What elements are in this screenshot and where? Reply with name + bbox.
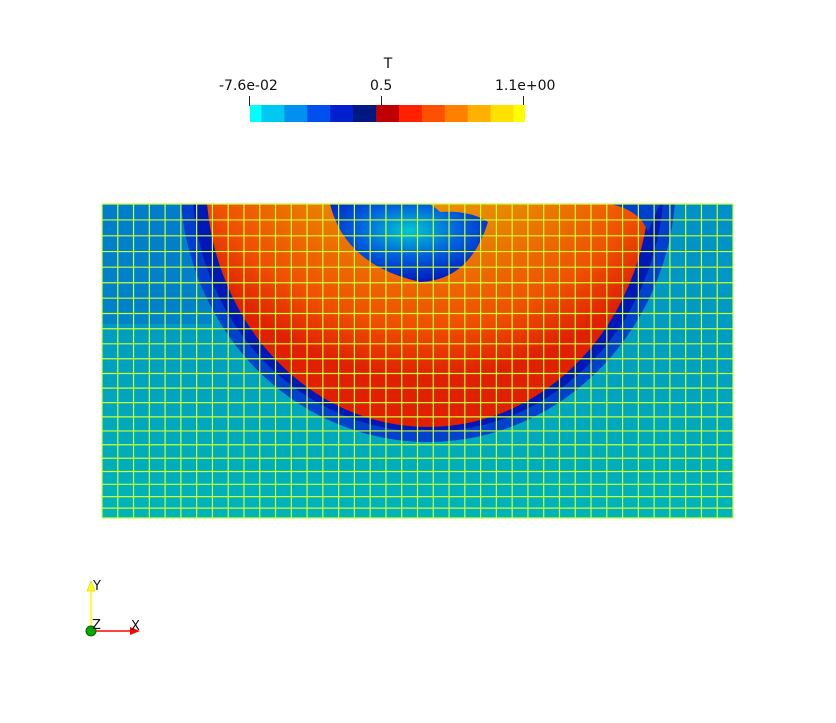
- z-axis-dot: [85, 625, 97, 637]
- colorbar-swatch: [490, 105, 503, 122]
- colorbar-swatch: [433, 105, 446, 122]
- colorbar-gradient[interactable]: [250, 105, 525, 122]
- colorbar-swatch: [502, 105, 515, 122]
- colorbar-title: T: [383, 56, 393, 72]
- colorbar-min-label: -7.6e-02: [219, 78, 278, 94]
- colorbar-swatch: [307, 105, 320, 122]
- colorbar-max-tick: [523, 96, 524, 106]
- colorbar-swatch: [284, 105, 297, 122]
- colorbar-swatch: [410, 105, 423, 122]
- colorbar-swatch: [376, 105, 389, 122]
- colorbar-swatch: [330, 105, 343, 122]
- colorbar-swatch: [387, 105, 400, 122]
- hot-region: [207, 204, 649, 427]
- colorbar-swatch: [261, 105, 274, 122]
- axis-x-label: X: [131, 619, 140, 634]
- colorbar-max-label: 1.1e+00: [495, 78, 556, 94]
- mesh-wireframe: [101, 203, 734, 519]
- colorbar-swatch: [421, 105, 434, 122]
- colorbar-swatch: [250, 105, 263, 122]
- y-axis-arrowhead: [86, 580, 96, 592]
- colorbar-swatch: [272, 105, 285, 122]
- colorbar-swatch: [398, 105, 412, 122]
- axis-z-label: Z: [92, 618, 101, 633]
- colorbar-swatch: [353, 105, 366, 122]
- colorbar-swatch: [467, 105, 480, 122]
- colorbar-swatch: [479, 105, 492, 122]
- right-cold-notch: [610, 204, 660, 232]
- x-axis-arrowhead: [130, 627, 140, 635]
- colorbar-swatch: [295, 105, 308, 122]
- colorbar-swatch: [444, 105, 457, 122]
- colorbar-mid-tick: [381, 96, 382, 106]
- colorbar-swatch: [341, 105, 354, 122]
- axis-y-label: Y: [93, 579, 101, 594]
- colorbar-swatch: [364, 105, 377, 122]
- colorbar-mid-label: 0.5: [370, 78, 393, 94]
- colorbar-swatch: [318, 105, 331, 122]
- colorbar-min-tick: [249, 96, 250, 106]
- colorbar-swatch: [513, 105, 525, 122]
- orientation-axes[interactable]: [80, 575, 150, 645]
- colorbar-swatch: [456, 105, 469, 122]
